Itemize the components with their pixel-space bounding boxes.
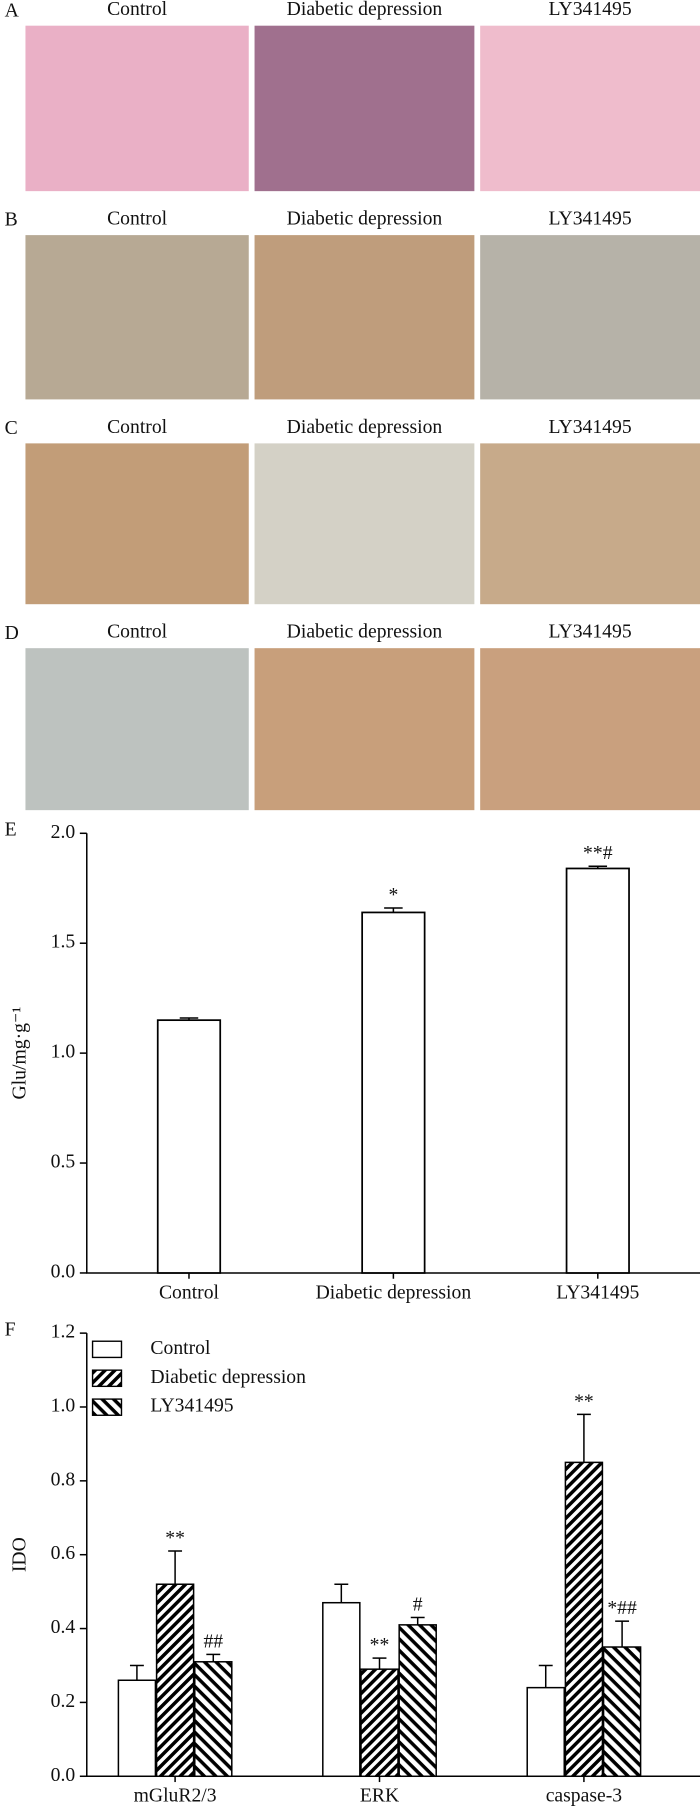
y-tick-label: 0.2 bbox=[51, 1690, 76, 1712]
y-tick-label: 1.2 bbox=[51, 1321, 76, 1343]
y-tick-label: 1.5 bbox=[51, 931, 76, 953]
micrograph bbox=[254, 443, 475, 605]
micrograph bbox=[254, 25, 475, 192]
panel-label: E bbox=[5, 818, 17, 840]
x-tick-label: mGluR2/3 bbox=[134, 1785, 217, 1807]
micrograph bbox=[25, 648, 249, 811]
micrograph bbox=[480, 648, 700, 811]
y-tick-label: 0.0 bbox=[51, 1764, 76, 1786]
micrograph bbox=[25, 25, 249, 192]
bar bbox=[398, 1624, 437, 1778]
bar bbox=[194, 1661, 233, 1778]
micrograph bbox=[254, 648, 475, 811]
legend-label: Diabetic depression bbox=[150, 1366, 306, 1388]
bar bbox=[564, 1461, 604, 1778]
legend-swatch bbox=[91, 1398, 123, 1416]
panel-label: C bbox=[5, 417, 18, 439]
panel-title: Control bbox=[107, 416, 168, 438]
significance-label: ## bbox=[203, 1630, 223, 1652]
y-tick-label: 1.0 bbox=[51, 1041, 76, 1063]
x-tick-label: Control bbox=[159, 1281, 220, 1303]
bar bbox=[602, 1646, 642, 1778]
panel-label: B bbox=[5, 209, 18, 231]
error-bar bbox=[179, 1017, 199, 1021]
significance-label: **# bbox=[583, 842, 613, 864]
y-tick-label: 2.0 bbox=[51, 821, 76, 843]
panel-title: LY341495 bbox=[548, 208, 631, 230]
y-tick-label: 0.4 bbox=[51, 1616, 76, 1638]
bar bbox=[156, 1019, 222, 1274]
x-tick-label: caspase-3 bbox=[546, 1785, 623, 1807]
y-axis-label: Glu/mg·g⁻¹ bbox=[8, 1007, 30, 1100]
y-tick-label: 0.0 bbox=[51, 1260, 76, 1282]
significance-label: # bbox=[413, 1593, 423, 1615]
panel-title: Control bbox=[107, 208, 168, 230]
panel-label: A bbox=[5, 0, 20, 21]
error-bar bbox=[384, 907, 403, 913]
micrograph bbox=[480, 235, 700, 400]
error-bar bbox=[588, 865, 608, 869]
micrograph bbox=[480, 25, 700, 192]
micrograph bbox=[254, 235, 475, 400]
legend-label: Control bbox=[150, 1337, 211, 1359]
panel-title: LY341495 bbox=[548, 0, 631, 20]
bar bbox=[322, 1601, 361, 1778]
panel-label: F bbox=[5, 1318, 16, 1340]
y-tick-label: 0.8 bbox=[51, 1468, 76, 1490]
bar bbox=[360, 1668, 399, 1778]
panel-label: D bbox=[5, 622, 19, 644]
panel-title: Diabetic depression bbox=[287, 621, 443, 643]
bar bbox=[117, 1679, 157, 1778]
bar bbox=[565, 867, 630, 1274]
panel-title: LY341495 bbox=[548, 416, 631, 438]
micrograph bbox=[480, 443, 700, 605]
significance-label: ** bbox=[370, 1634, 390, 1656]
panel-title: Control bbox=[107, 621, 168, 643]
bar bbox=[155, 1583, 195, 1778]
x-tick-label: LY341495 bbox=[556, 1281, 639, 1303]
significance-label: *## bbox=[607, 1597, 637, 1619]
y-tick-label: 0.5 bbox=[51, 1151, 76, 1173]
y-tick-label: 0.6 bbox=[51, 1542, 76, 1564]
bar bbox=[526, 1686, 565, 1778]
panel-title: Diabetic depression bbox=[287, 208, 443, 230]
significance-label: * bbox=[388, 884, 398, 906]
legend-swatch bbox=[91, 1369, 123, 1388]
x-tick-label: ERK bbox=[360, 1785, 399, 1807]
bar bbox=[361, 911, 426, 1274]
y-tick-label: 1.0 bbox=[51, 1395, 76, 1417]
legend-swatch bbox=[91, 1340, 123, 1359]
panel-title: Control bbox=[107, 0, 168, 20]
micrograph bbox=[25, 235, 249, 400]
y-axis-label: IDO bbox=[8, 1537, 30, 1572]
x-tick-label: Diabetic depression bbox=[316, 1281, 472, 1303]
panel-title: Diabetic depression bbox=[287, 0, 443, 20]
panel-title: Diabetic depression bbox=[287, 416, 443, 438]
panel-title: LY341495 bbox=[548, 621, 631, 643]
significance-label: ** bbox=[165, 1527, 185, 1549]
legend-label: LY341495 bbox=[150, 1395, 233, 1417]
significance-label: ** bbox=[574, 1390, 594, 1412]
micrograph bbox=[25, 443, 249, 605]
